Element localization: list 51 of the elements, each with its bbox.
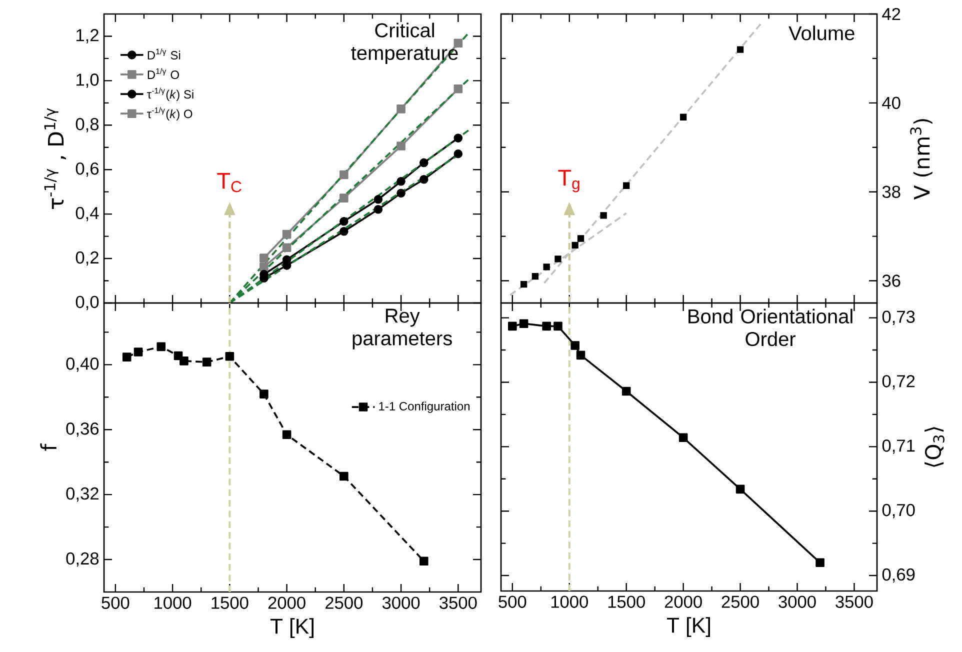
x-tick-label: 1500 [608,596,645,608]
y2-tick-label: 0,73 [882,310,915,325]
y2-tick-label: 36 [882,274,900,287]
ref-line-label: T$_{C}$ [217,173,242,192]
y2-tick-label: 40 [882,96,900,110]
y2-axis-title: V (nm$^{3}$) [910,119,932,200]
y-tick-label: 0,2 [76,251,98,266]
y-axis-title: τ$^{-1/γ}$ , D$^{1/γ}$ [44,108,66,209]
x-tick-label: 2500 [722,596,759,608]
y-tick-label: 0,32 [66,487,98,502]
x-tick-label: 1000 [551,596,588,608]
y2-tick-label: 0,70 [882,504,915,518]
y-tick-label: 0,36 [66,422,99,437]
y-axis-title: f [40,443,56,451]
x-tick-label: 2500 [326,596,363,609]
x-tick-label: 1000 [154,596,192,609]
chart-title: Volume [788,26,854,40]
legend-label: D$^{1/γ}$ Si [148,48,180,60]
y-tick-label: 0,6 [76,162,99,177]
legend-label: τ$^{-1/γ}$(k) Si [147,88,194,101]
legend-label: τ$^{-1/γ}$(k) O [147,107,192,121]
x-tick-label: 1500 [212,596,248,609]
legend-label: 1-1 Configuration [379,402,470,413]
x-tick-label: 2000 [268,596,306,609]
x-axis-title: T [K] [270,618,314,638]
ref-line-label: T$_{g}$ [558,170,580,192]
y-tick-label: 1,0 [76,74,99,88]
legend-label: D$^{1/γ}$ O [148,68,179,80]
y-tick-label: 0,0 [76,296,99,310]
x-tick-label: 3500 [836,596,873,608]
y2-tick-label: 0,71 [882,440,915,454]
y2-tick-label: 42 [882,8,900,20]
y-tick-label: 0,28 [66,552,99,567]
x-tick-label: 500 [102,596,130,609]
y2-tick-label: 0,72 [882,375,915,390]
y-tick-label: 0,40 [66,358,99,372]
x-tick-label: 3000 [382,596,420,609]
y2-tick-label: 0,69 [882,568,915,583]
text: Bond Orientational Order [688,308,852,346]
y2-axis-title: ⟨Q$_{3}$⟩ [924,427,944,467]
x-axis-title: T [K] [666,617,710,638]
y-tick-label: 0,8 [76,118,99,132]
y2-tick-label: 38 [882,186,900,198]
x-tick-label: 3500 [440,596,477,609]
x-tick-label: 2000 [664,596,702,608]
y-tick-label: 1,2 [76,29,98,44]
x-tick-label: 3000 [778,596,816,608]
x-tick-label: 500 [498,596,526,608]
text: Rey parameters [352,308,452,350]
text: Critical temperature [351,22,458,64]
y-tick-label: 0,4 [76,206,99,222]
